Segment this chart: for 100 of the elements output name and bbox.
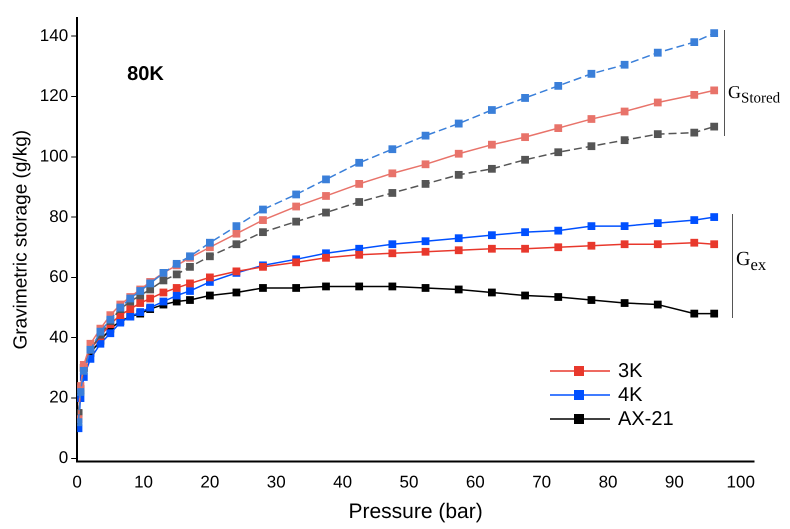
point	[355, 282, 364, 290]
point	[690, 310, 698, 318]
x-tick-label: 100	[726, 472, 755, 492]
point	[80, 367, 88, 375]
point	[206, 238, 214, 247]
y-tick-label: 140	[40, 26, 68, 45]
point	[422, 237, 430, 246]
legend-label: 4K	[618, 384, 642, 407]
point	[521, 244, 529, 253]
point	[186, 287, 194, 295]
point	[654, 219, 662, 227]
point	[521, 94, 529, 102]
point	[654, 130, 662, 138]
point	[172, 292, 181, 300]
x-tick-label: 60	[466, 472, 485, 492]
point	[710, 122, 718, 130]
point	[160, 288, 168, 296]
point	[710, 213, 718, 221]
point	[690, 216, 698, 224]
y-tick-label: 0	[58, 448, 68, 468]
point	[388, 282, 396, 290]
y-tick-label: 80	[49, 206, 68, 226]
point	[355, 180, 364, 188]
point	[355, 158, 364, 167]
point	[292, 190, 300, 198]
point	[554, 82, 562, 90]
annotation: G$_{Stored}$	[728, 82, 780, 108]
point	[422, 160, 430, 168]
point	[388, 189, 396, 197]
point	[690, 38, 698, 46]
y-tick-label: 100	[40, 146, 68, 166]
point	[422, 248, 430, 256]
point	[422, 180, 430, 188]
point	[654, 240, 662, 248]
point	[454, 170, 463, 179]
point	[620, 60, 628, 69]
point	[554, 226, 562, 235]
point	[454, 150, 463, 158]
point	[322, 208, 330, 216]
x-axis-title: Pressure (bar)	[348, 500, 483, 524]
legend-label: 3K	[618, 360, 642, 383]
point	[172, 270, 181, 278]
point	[488, 164, 496, 173]
point	[232, 222, 240, 230]
point	[259, 206, 267, 214]
point	[186, 296, 194, 304]
point	[106, 329, 114, 338]
point	[388, 249, 396, 258]
y-tick-label: 120	[40, 86, 68, 106]
point	[232, 230, 240, 238]
point	[488, 140, 496, 149]
point	[322, 282, 330, 290]
point	[620, 222, 628, 230]
point	[620, 240, 628, 248]
point	[292, 218, 300, 226]
point	[588, 242, 596, 250]
point	[388, 145, 396, 154]
point	[232, 288, 240, 296]
point	[620, 299, 628, 307]
point	[710, 86, 718, 94]
point	[292, 284, 300, 292]
x-tick-label: 40	[333, 472, 352, 492]
point	[710, 240, 718, 248]
point	[521, 228, 529, 236]
point	[259, 216, 267, 224]
point	[96, 328, 104, 336]
point	[488, 106, 496, 114]
point	[521, 133, 529, 142]
point	[554, 124, 562, 132]
point	[690, 128, 698, 137]
point	[322, 192, 330, 200]
point	[206, 252, 214, 260]
point	[186, 280, 194, 288]
point	[521, 292, 529, 300]
point	[172, 284, 181, 292]
y-tick-label: 20	[49, 388, 68, 407]
annotation: G$_{ex}$	[736, 248, 766, 275]
point	[160, 298, 168, 306]
x-tick-label: 10	[134, 472, 153, 492]
point	[355, 198, 364, 206]
point	[96, 340, 104, 348]
x-tick-label: 50	[399, 472, 418, 492]
point	[488, 288, 496, 296]
point	[488, 231, 496, 240]
y-tick-label: 40	[49, 327, 68, 346]
point	[710, 310, 718, 318]
point	[588, 70, 596, 78]
point	[355, 250, 364, 259]
point	[160, 276, 168, 284]
point	[654, 98, 662, 106]
point	[690, 91, 698, 99]
point	[620, 136, 628, 144]
y-axis-title: Gravimetric storage (g/kg)	[10, 130, 32, 350]
x-tick-label: 70	[532, 472, 552, 492]
point	[206, 292, 214, 300]
x-tick-label: 90	[664, 472, 684, 492]
point	[620, 108, 628, 116]
point	[454, 234, 463, 242]
point	[422, 132, 430, 140]
point	[690, 238, 698, 247]
